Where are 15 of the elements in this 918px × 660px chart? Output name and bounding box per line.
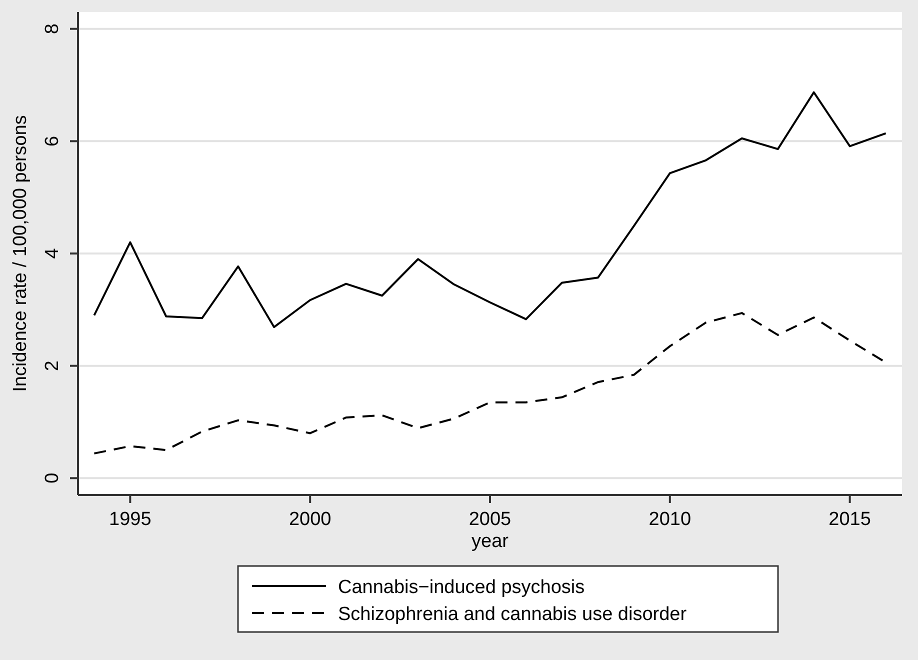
y-tick-label: 4 bbox=[42, 248, 63, 259]
y-axis-title: Incidence rate / 100,000 persons bbox=[10, 115, 31, 392]
y-tick-label: 0 bbox=[42, 472, 63, 484]
y-tick-label: 2 bbox=[42, 360, 63, 372]
legend-label: Cannabis−induced psychosis bbox=[338, 577, 585, 598]
y-tick-label: 6 bbox=[42, 136, 63, 146]
x-tick-label: 2000 bbox=[288, 509, 332, 530]
legend-label: Schizophrenia and cannabis use disorder bbox=[338, 604, 688, 625]
line-series bbox=[93, 91, 887, 328]
y-tick-label: 8 bbox=[42, 24, 63, 34]
x-axis-title: year bbox=[472, 531, 510, 552]
x-tick-label: 2015 bbox=[828, 509, 871, 530]
x-tick-label: 1995 bbox=[109, 509, 152, 530]
x-tick-label: 2005 bbox=[468, 509, 512, 530]
x-tick-label: 2010 bbox=[648, 509, 692, 530]
